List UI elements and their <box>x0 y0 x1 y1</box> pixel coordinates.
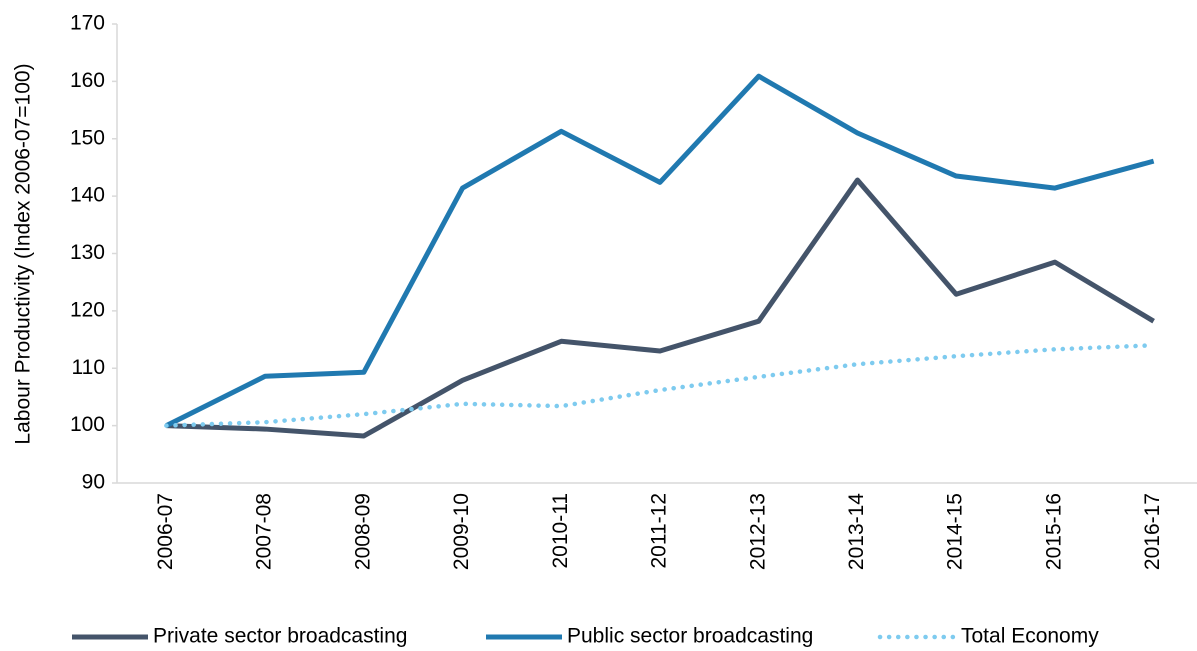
line-series <box>166 177 1155 439</box>
x-tick-label: 2010-11 <box>549 493 572 569</box>
y-tick-label: 170 <box>70 12 105 35</box>
x-tick-label: 2009-10 <box>450 493 473 570</box>
x-tick-label: 2011-12 <box>648 493 671 569</box>
x-tick-label: 2013-14 <box>845 493 868 570</box>
legend-label: Private sector broadcasting <box>153 625 407 648</box>
line-series <box>165 73 1155 428</box>
y-tick-label: 150 <box>70 126 105 149</box>
y-tick-label: 100 <box>70 413 105 436</box>
line-series <box>164 343 1156 428</box>
x-tick-label: 2012-13 <box>746 493 769 570</box>
x-tick-label: 2008-09 <box>351 493 374 570</box>
y-tick-label: 130 <box>70 241 105 264</box>
y-tick-label: 110 <box>72 356 105 379</box>
x-tick-label: 2015-16 <box>1042 493 1065 570</box>
legend-label: Public sector broadcasting <box>567 625 813 648</box>
y-tick-label: 160 <box>70 69 105 92</box>
x-tick-label: 2007-08 <box>253 493 276 570</box>
x-tick-label: 2016-17 <box>1141 493 1164 570</box>
legend-label: Total Economy <box>961 625 1099 648</box>
x-tick-label: 2014-15 <box>944 493 967 570</box>
y-tick-label: 90 <box>82 471 105 494</box>
y-tick-label: 120 <box>70 298 105 321</box>
y-axis-label: Labour Productivity (Index 2006-07=100) <box>12 63 35 444</box>
y-tick-label: 140 <box>70 184 105 207</box>
x-tick-label: 2006-07 <box>154 493 177 570</box>
